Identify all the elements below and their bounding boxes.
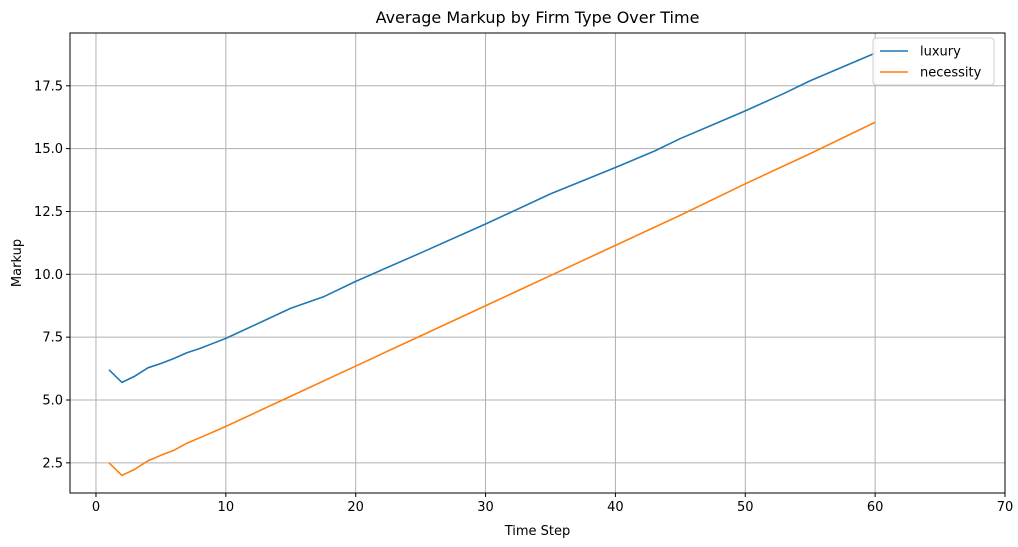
series-layer <box>108 52 876 477</box>
x-tick-label: 40 <box>607 500 624 515</box>
series-line-luxury <box>108 52 876 384</box>
series-line-necessity <box>108 121 876 477</box>
plot-frame <box>69 32 1006 494</box>
y-tick-label: 17.5 <box>34 79 63 94</box>
x-tick-label: 60 <box>867 500 884 515</box>
y-tick-label: 5.0 <box>42 393 63 408</box>
grid <box>70 33 1006 493</box>
legend: luxury necessity <box>872 37 995 86</box>
x-tick-label: 10 <box>218 500 235 515</box>
x-axis-title: Time Step <box>504 524 571 539</box>
y-tick-label: 2.5 <box>42 456 63 471</box>
y-axis-title: Markup <box>10 239 25 287</box>
y-tick-label: 10.0 <box>34 268 63 283</box>
ticks: 0 10 20 30 40 50 60 70 2.5 5.0 7.5 10.0 12.5 15.0 17.5 <box>34 79 1013 515</box>
y-tick-label: 7.5 <box>42 331 63 346</box>
legend-box <box>872 37 995 86</box>
y-tick-label: 12.5 <box>34 205 63 220</box>
y-tick-label: 15.0 <box>34 142 63 157</box>
x-tick-label: 20 <box>347 500 364 515</box>
x-tick-label: 50 <box>737 500 754 515</box>
x-tick-label: 0 <box>92 500 100 515</box>
x-tick-label: 30 <box>477 500 494 515</box>
legend-label-luxury: luxury <box>920 45 961 60</box>
chart-title: Average Markup by Firm Type Over Time <box>376 8 700 27</box>
legend-label-necessity: necessity <box>920 66 982 81</box>
x-tick-label: 70 <box>997 500 1014 515</box>
